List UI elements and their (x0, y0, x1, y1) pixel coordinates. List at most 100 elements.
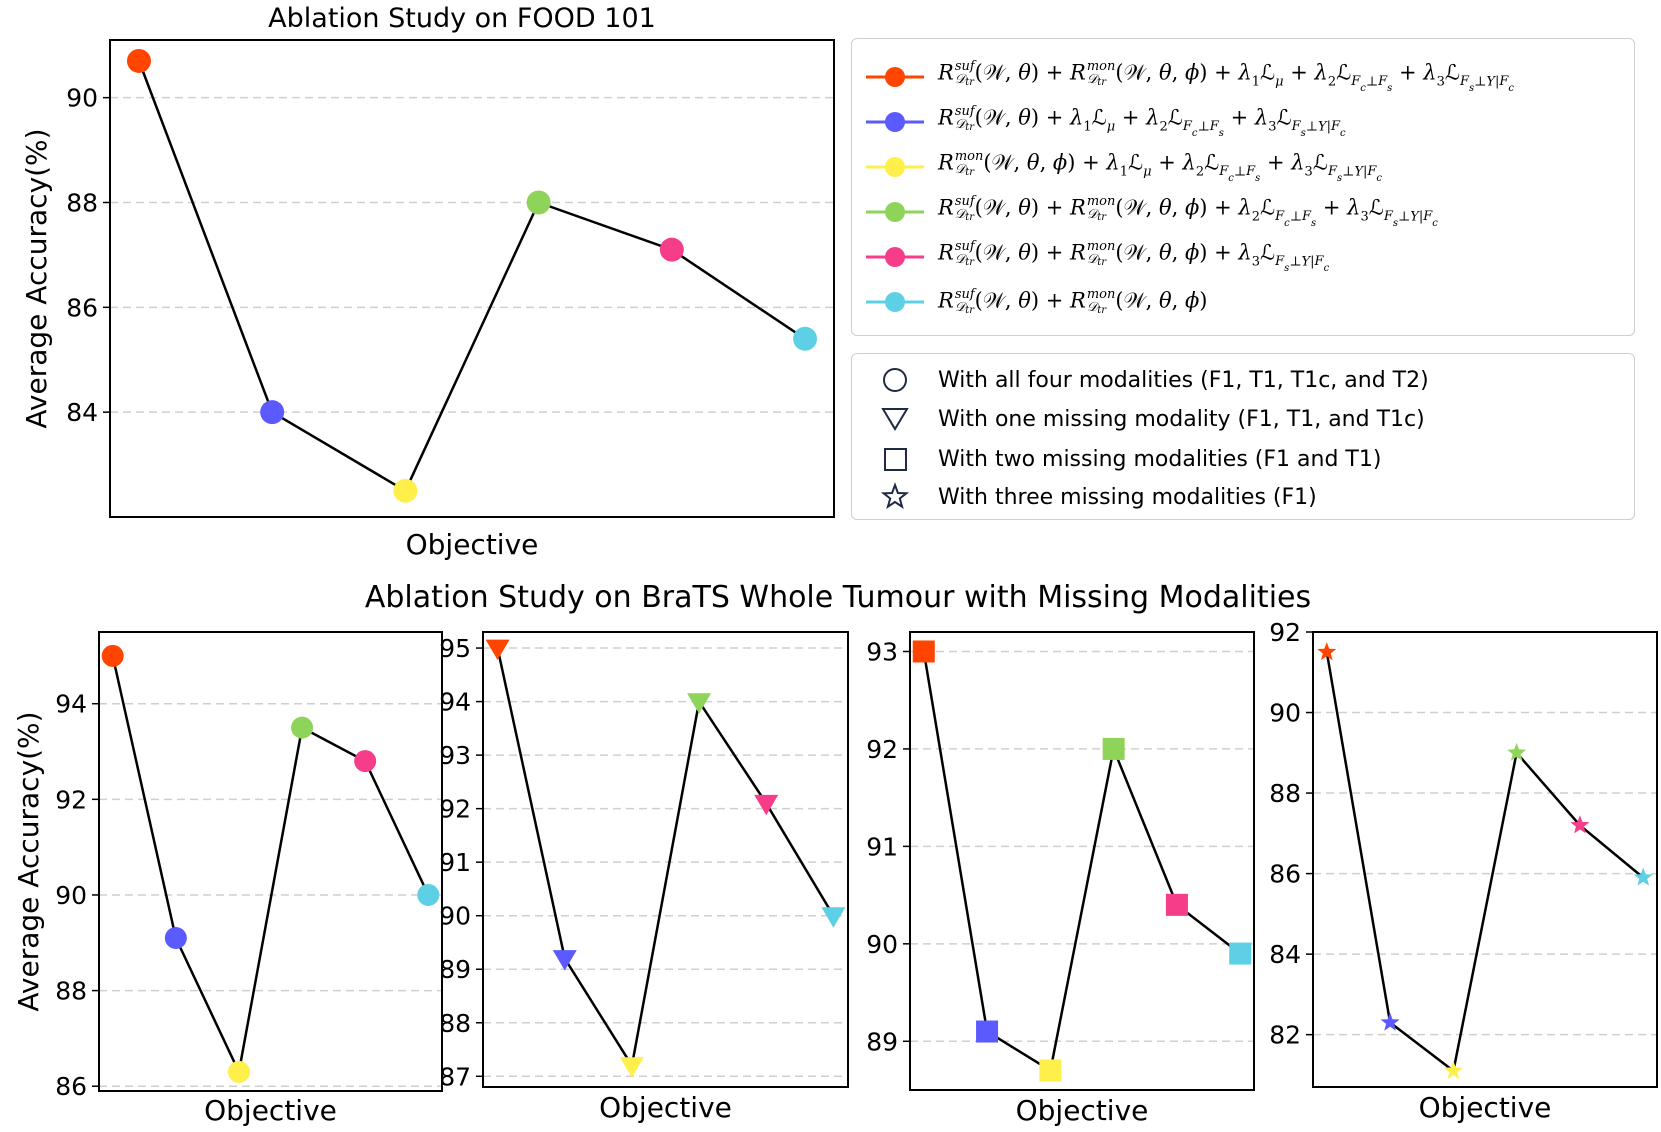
star-icon (880, 482, 910, 510)
brats_three_missing-chart: 82 84 86 88 90 92 Objective (1269, 618, 1658, 1124)
brats_all-frame (98, 631, 443, 1092)
brats_two_missing-point-1 (912, 640, 935, 663)
food-title: Ablation Study on FOOD 101 (268, 3, 656, 34)
brats_two_missing-series-line (922, 651, 1241, 1073)
brats_one_missing-tick-label: 89 (439, 955, 471, 984)
food-tick-label: 88 (66, 188, 98, 217)
food-point-1 (126, 48, 151, 73)
brats_all-tick-label: 90 (55, 881, 87, 910)
modality-label-two-missing: With two missing modalities (F1 and T1) (938, 446, 1382, 472)
brats_two_missing-tick-label: 89 (866, 1027, 898, 1056)
brats_one_missing-series-line (496, 647, 835, 1069)
brats_one_missing-point-4 (687, 693, 712, 714)
food-point-4 (526, 190, 551, 215)
brats_one_missing-xlabel: Objective (599, 1091, 732, 1124)
brats_one_missing-tick-label: 88 (439, 1009, 471, 1038)
brats_one_missing-tick-label: 91 (439, 848, 471, 877)
brats_three_missing-point-2 (1380, 1012, 1400, 1031)
brats_one_missing-frame (482, 631, 849, 1088)
modality-label-all: With all four modalities (F1, T1, T1c, a… (938, 367, 1429, 393)
brats_three_missing-tick-label: 86 (1269, 860, 1301, 889)
legend-swatch-only-l3 (866, 247, 924, 267)
brats_one_missing-tick-label: 90 (439, 902, 471, 931)
modality-entry-one-missing: With one missing modality (F1, T1, and T… (852, 399, 1632, 439)
brats_all-ylabel: Average Accuracy(%) (12, 711, 45, 1011)
brats_one_missing-tick-label: 93 (439, 741, 471, 770)
brats_two_missing-tick-label: 92 (866, 735, 898, 764)
brats_three_missing-xlabel: Objective (1419, 1091, 1552, 1124)
food-ylabel: Average Accuracy(%) (20, 128, 53, 428)
brats_two_missing-frame (909, 631, 1255, 1091)
food-xlabel: Objective (406, 528, 539, 561)
modality-legend: With all four modalities (F1, T1, T1c, a… (851, 353, 1635, 520)
brats_three_missing-point-3 (1443, 1060, 1463, 1079)
brats_two_missing-tick-label: 91 (866, 832, 898, 861)
brats_all-tick-label: 86 (55, 1072, 87, 1101)
brats_two_missing-chart: 89 90 91 92 93 Objective (866, 631, 1255, 1127)
brats_one_missing-tick-label: 92 (439, 795, 471, 824)
legend-swatch-no-mon (866, 112, 924, 132)
brats_one_missing-point-2 (552, 950, 577, 971)
food-point-6 (793, 326, 818, 351)
brats_two_missing-point-2 (976, 1020, 999, 1043)
brats_one_missing-point-6 (821, 907, 846, 928)
legend-swatch-no-suf (866, 157, 924, 177)
brats_three_missing-frame (1312, 631, 1658, 1088)
brats_one_missing-point-5 (754, 794, 779, 816)
legend-swatch-risks-only (866, 292, 924, 312)
brats_two_missing-point-5 (1165, 893, 1188, 916)
legend-swatch-no-l1 (866, 202, 924, 222)
brats_two_missing-point-3 (1039, 1059, 1062, 1082)
brats_three_missing-tick-label: 88 (1269, 779, 1301, 808)
brats_three_missing-tick-label: 92 (1269, 618, 1301, 647)
brats_one_missing-point-3 (619, 1057, 644, 1078)
triangle-down-icon (881, 408, 909, 431)
food-series-line (137, 60, 806, 493)
brats_one_missing-tick-label: 94 (439, 688, 471, 717)
brats_three_missing-series-line (1325, 651, 1644, 1074)
brats_all-series-line (111, 655, 430, 1076)
modality-label-one-missing: With one missing modality (F1, T1, and T… (938, 406, 1425, 432)
brats_two_missing-tick-label: 93 (866, 637, 898, 666)
brats_all-point-4 (291, 716, 314, 739)
food-tick-label: 86 (66, 293, 98, 322)
brats_all-point-1 (101, 644, 124, 667)
brats_one_missing-tick-label: 87 (439, 1062, 471, 1091)
brats_all-tick-label: 92 (55, 785, 87, 814)
brats_three_missing-tick-label: 82 (1269, 1021, 1301, 1050)
section-title: Ablation Study on BraTS Whole Tumour wit… (365, 580, 1311, 615)
brats_one_missing-chart: 87 88 89 90 91 92 93 94 95 Objective (439, 631, 849, 1124)
square-icon (884, 448, 907, 471)
food-point-5 (659, 237, 684, 262)
modality-entry-all: With all four modalities (F1, T1, T1c, a… (852, 360, 1632, 400)
brats_one_missing-point-1 (485, 639, 510, 661)
brats_three_missing-tick-label: 90 (1269, 699, 1301, 728)
brats_all-chart: 86 88 90 92 94 Objective Average Accuracy(%) (12, 631, 443, 1127)
brats_three_missing-tick-label: 84 (1269, 940, 1301, 969)
food-point-3 (393, 478, 418, 503)
food-tick-label: 90 (66, 84, 98, 113)
legend-swatch-full (866, 67, 924, 87)
food-chart: 84 86 88 90 Objective Average Accuracy(%) (20, 39, 835, 561)
brats_three_missing-point-5 (1570, 815, 1590, 834)
brats_three_missing-point-4 (1507, 742, 1527, 761)
brats_two_missing-tick-label: 90 (866, 930, 898, 959)
brats_all-tick-label: 94 (55, 690, 87, 719)
brats_three_missing-point-6 (1633, 867, 1653, 886)
brats_two_missing-point-4 (1102, 737, 1125, 760)
modality-label-three-missing: With three missing modalities (F1) (938, 484, 1317, 510)
brats_all-point-6 (417, 883, 440, 906)
